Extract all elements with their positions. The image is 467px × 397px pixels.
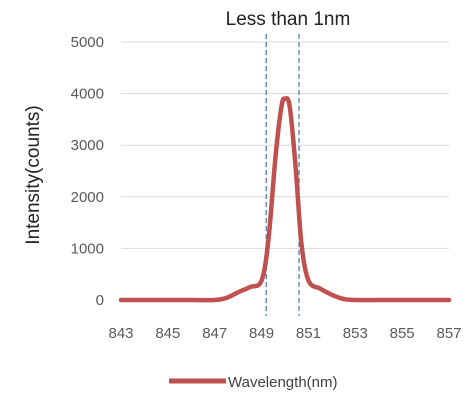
series-line-1 bbox=[118, 96, 452, 303]
x-tick-labels: 843 845 847 849 851 853 855 857 bbox=[108, 325, 461, 342]
y-tick-label: 5000 bbox=[71, 34, 104, 51]
x-tick-label: 843 bbox=[108, 325, 133, 342]
x-tick-label: 847 bbox=[202, 325, 227, 342]
x-tick-label: 851 bbox=[296, 325, 321, 342]
series-layer bbox=[118, 96, 452, 303]
x-tick-label: 849 bbox=[249, 325, 274, 342]
x-tick-label: 855 bbox=[390, 325, 415, 342]
y-tick-label: 2000 bbox=[71, 189, 104, 206]
y-tick-label: 0 bbox=[96, 292, 104, 309]
y-tick-label: 1000 bbox=[71, 240, 104, 257]
gridlines bbox=[121, 41, 449, 249]
x-tick-label: 845 bbox=[155, 325, 180, 342]
y-axis-title: Intensity(counts) bbox=[23, 105, 44, 244]
legend: Wavelength(nm) bbox=[169, 374, 337, 391]
y-tick-labels: 0 1000 2000 3000 4000 5000 bbox=[71, 34, 104, 309]
annotation-text: Less than 1nm bbox=[226, 9, 351, 30]
x-tick-label: 853 bbox=[343, 325, 368, 342]
y-tick-label: 4000 bbox=[71, 86, 104, 103]
legend-label: Wavelength(nm) bbox=[228, 374, 337, 391]
y-tick-label: 3000 bbox=[71, 137, 104, 154]
x-tick-label: 857 bbox=[436, 325, 461, 342]
